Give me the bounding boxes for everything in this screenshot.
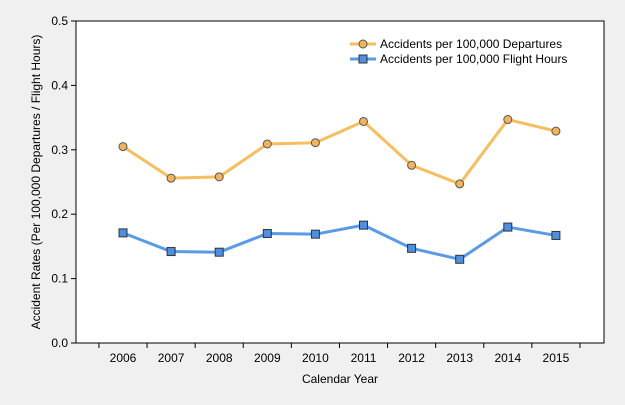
x-tick-label: 2015 bbox=[543, 351, 570, 365]
x-tick-label: 2011 bbox=[351, 351, 377, 365]
x-tick-label: 2007 bbox=[158, 351, 185, 365]
data-point bbox=[214, 247, 224, 257]
series-flight-hours bbox=[118, 220, 561, 264]
plot-area bbox=[75, 20, 605, 344]
data-point bbox=[503, 115, 513, 125]
y-axis-title: Accident Rates (Per 100,000 Departures /… bbox=[29, 35, 43, 330]
data-point bbox=[407, 160, 417, 170]
data-point bbox=[214, 172, 224, 182]
x-tick-label: 2009 bbox=[254, 351, 281, 365]
data-point bbox=[310, 138, 320, 148]
data-point bbox=[118, 142, 128, 152]
x-tick-label: 2008 bbox=[206, 351, 233, 365]
data-point bbox=[310, 229, 320, 239]
legend-item: Accidents per 100,000 Departures bbox=[350, 37, 562, 51]
data-point bbox=[166, 247, 176, 257]
y-tick-label: 0.5 bbox=[51, 14, 68, 28]
x-tick-label: 2014 bbox=[494, 351, 521, 365]
y-tick-label: 0.3 bbox=[51, 143, 68, 157]
data-point bbox=[166, 173, 176, 183]
x-tick-label: 2006 bbox=[110, 351, 137, 365]
series-line bbox=[122, 118, 557, 186]
legend: Accidents per 100,000 DeparturesAccident… bbox=[350, 37, 567, 66]
y-tick-label: 0.1 bbox=[51, 272, 68, 286]
legend-marker bbox=[358, 39, 368, 49]
data-point bbox=[455, 254, 465, 264]
data-point bbox=[359, 220, 368, 230]
x-tick-label: 2013 bbox=[446, 351, 473, 365]
data-point bbox=[359, 116, 368, 126]
data-point bbox=[262, 229, 272, 239]
series-line bbox=[122, 223, 557, 261]
y-tick-label: 0.2 bbox=[51, 207, 68, 221]
series-departures bbox=[118, 115, 561, 189]
data-point bbox=[455, 179, 465, 189]
y-tick-label: 0.4 bbox=[51, 78, 68, 92]
legend-label: Accidents per 100,000 Departures bbox=[380, 37, 562, 51]
x-tick-label: 2010 bbox=[302, 351, 329, 365]
data-point bbox=[551, 126, 561, 136]
legend-label: Accidents per 100,000 Flight Hours bbox=[380, 52, 567, 66]
x-axis-title: Calendar Year bbox=[302, 372, 378, 386]
data-point bbox=[407, 243, 417, 253]
series-layer bbox=[118, 115, 561, 264]
y-tick-label: 0.0 bbox=[51, 336, 68, 350]
x-axis: 2006 2007 2008 2009 2010 2011 2012 2013 2014 2015 bbox=[98, 343, 581, 365]
data-point bbox=[551, 230, 561, 240]
x-tick-label: 2012 bbox=[398, 351, 425, 365]
data-point bbox=[118, 228, 128, 238]
y-axis: 0.0 0.1 0.2 0.3 0.4 0.5 bbox=[51, 14, 76, 350]
legend-item: Accidents per 100,000 Flight Hours bbox=[350, 52, 567, 66]
data-point bbox=[503, 222, 513, 232]
data-point bbox=[262, 139, 272, 149]
legend-marker bbox=[358, 54, 368, 64]
